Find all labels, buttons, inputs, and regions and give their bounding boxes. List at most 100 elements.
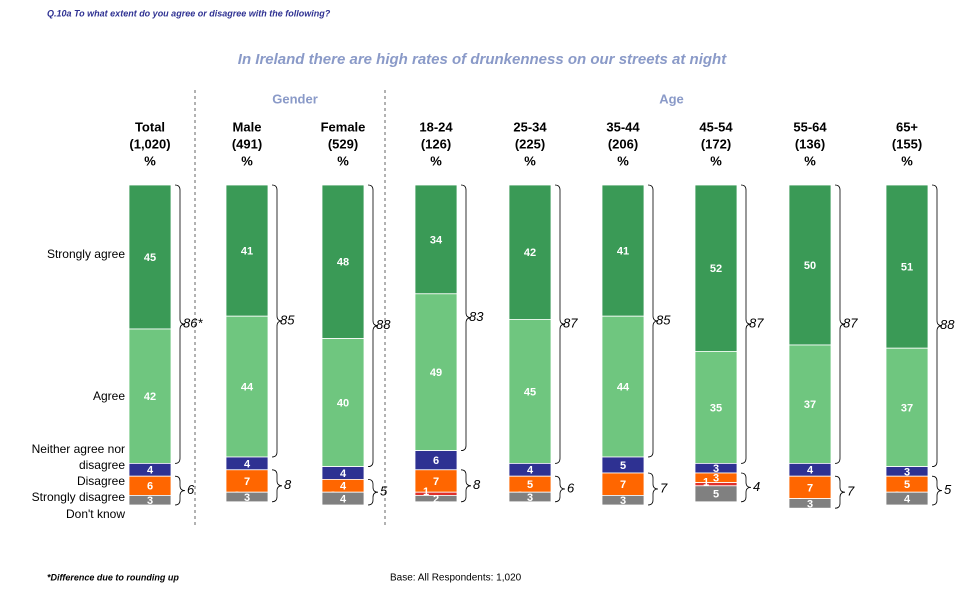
column-unit: % xyxy=(804,153,816,168)
bar-segment xyxy=(885,491,929,506)
column-unit: % xyxy=(241,153,253,168)
bar-segment xyxy=(225,315,269,458)
segment-label: 2 xyxy=(433,494,439,506)
bar-segment xyxy=(508,184,552,320)
net-disagree-label: 7 xyxy=(847,484,855,499)
column-unit: % xyxy=(617,153,629,168)
net-agree-label: 88 xyxy=(376,317,391,332)
chart-title: In Ireland there are high rates of drunk… xyxy=(238,51,727,68)
disagree-brace xyxy=(367,479,379,506)
column-header: 65+ xyxy=(896,119,918,134)
disagree-brace xyxy=(174,475,186,506)
disagree-brace xyxy=(554,475,566,503)
segment-label: 4 xyxy=(340,494,347,506)
segment-label: 37 xyxy=(901,402,913,414)
segment-label: 4 xyxy=(340,481,347,493)
net-disagree-label: 5 xyxy=(380,484,388,499)
column-base: (172) xyxy=(701,136,731,151)
net-disagree-label: 8 xyxy=(284,477,292,492)
column-base: (155) xyxy=(892,136,922,151)
segment-label: 4 xyxy=(527,465,534,477)
bar-segment xyxy=(885,184,929,349)
segment-label: 3 xyxy=(147,495,153,507)
agree-brace xyxy=(647,184,659,458)
segment-label: 5 xyxy=(527,479,533,491)
segment-label: 41 xyxy=(241,246,253,258)
net-disagree-label: 7 xyxy=(660,480,668,495)
agree-brace xyxy=(367,184,379,467)
bar-segment xyxy=(225,184,269,317)
segment-label: 3 xyxy=(713,473,719,485)
column-base: (225) xyxy=(515,136,545,151)
net-agree-label: 83 xyxy=(469,309,484,324)
row-label: Strongly disagree xyxy=(32,490,126,504)
segment-label: 45 xyxy=(144,252,156,264)
segment-label: 6 xyxy=(433,455,439,467)
segment-label: 5 xyxy=(620,460,626,472)
agree-brace xyxy=(271,184,283,458)
row-label: Disagree xyxy=(77,474,125,488)
net-disagree-label: 4 xyxy=(753,479,760,494)
bar-segment xyxy=(414,494,458,503)
bar-segment xyxy=(788,344,832,464)
segment-label: 4 xyxy=(340,468,347,480)
bar-segment xyxy=(128,184,172,330)
segment-label: 7 xyxy=(244,476,250,488)
column-header: Female xyxy=(321,119,366,134)
segment-label: 41 xyxy=(617,246,629,258)
column-base: (491) xyxy=(232,136,262,151)
segment-label: 44 xyxy=(617,382,630,394)
segment-label: 45 xyxy=(524,386,536,398)
column-base: (126) xyxy=(421,136,451,151)
segment-label: 7 xyxy=(433,476,439,488)
row-label: Neither agree nor disagree xyxy=(32,442,126,472)
segment-label: 35 xyxy=(710,402,722,414)
column-header: Male xyxy=(233,119,262,134)
segment-label: 4 xyxy=(807,465,814,477)
net-agree-label: 87 xyxy=(843,316,858,331)
column-header: 25-34 xyxy=(513,119,547,134)
segment-label: 7 xyxy=(620,479,626,491)
bar-segment xyxy=(601,494,645,506)
bar-segment xyxy=(601,184,645,317)
segment-label: 37 xyxy=(804,399,816,411)
column-unit: % xyxy=(430,153,442,168)
agree-brace xyxy=(931,184,943,467)
bar-segment xyxy=(508,491,552,503)
column-header: 55-64 xyxy=(793,119,827,134)
disagree-brace xyxy=(931,475,943,506)
column-base: (136) xyxy=(795,136,825,151)
bar-segment xyxy=(788,184,832,346)
net-agree-label: 85 xyxy=(280,312,295,327)
agree-brace xyxy=(740,184,752,464)
segment-label: 3 xyxy=(807,498,813,510)
bar-segment xyxy=(414,293,458,451)
agree-brace xyxy=(554,184,566,464)
disagree-brace xyxy=(271,469,283,503)
segment-label: 4 xyxy=(147,465,154,477)
bar-segment xyxy=(885,347,929,468)
disagree-brace xyxy=(740,472,752,503)
net-agree-label: 87 xyxy=(749,316,764,331)
bar-segment xyxy=(128,328,172,464)
column-base: (1,020) xyxy=(129,136,170,151)
column-unit: % xyxy=(144,153,156,168)
segment-label: 42 xyxy=(524,247,536,259)
question: Q.10a To what extent do you agree or dis… xyxy=(47,8,331,18)
bar-segment xyxy=(321,491,365,506)
group-header: Age xyxy=(659,91,684,106)
column-header: 35-44 xyxy=(606,119,640,134)
segment-label: 34 xyxy=(430,234,443,246)
column-unit: % xyxy=(710,153,722,168)
column-unit: % xyxy=(524,153,536,168)
net-disagree-label: 6 xyxy=(567,480,575,495)
row-label: Agree xyxy=(93,389,125,403)
net-disagree-label: 5 xyxy=(944,482,952,497)
segment-label: 3 xyxy=(620,495,626,507)
segment-label: 1 xyxy=(703,477,709,489)
column-header: 45-54 xyxy=(699,119,733,134)
bar-segment xyxy=(694,485,738,503)
net-agree-label: 87 xyxy=(563,316,578,331)
segment-label: 3 xyxy=(904,466,910,478)
